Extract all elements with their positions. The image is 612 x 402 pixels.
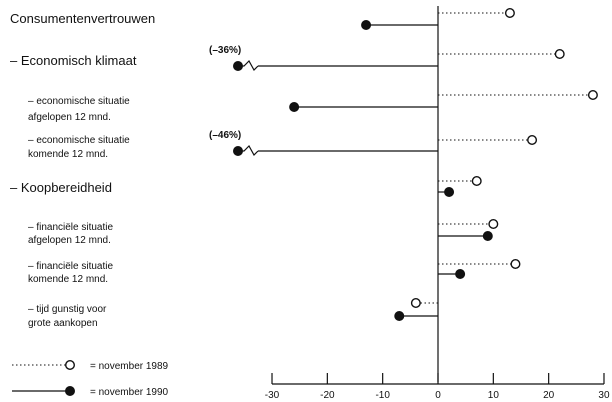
axis-break-label: (–46%)	[209, 130, 241, 141]
series-1990-point	[444, 187, 455, 197]
series-1990-point	[233, 61, 243, 71]
series-1989-point	[510, 259, 521, 270]
category-label: Consumentenvertrouwen	[10, 11, 155, 26]
series-1989-point	[527, 134, 538, 145]
category-label: grote aankopen	[28, 318, 98, 329]
category-label: – financiële situatie	[28, 261, 113, 272]
category-label: – financiële situatie	[28, 222, 113, 233]
series-1989-point	[410, 298, 421, 309]
series-1989-point	[504, 7, 515, 19]
x-tick-label: 20	[543, 390, 555, 401]
category-label: komende 12 mnd.	[28, 149, 108, 160]
series-1990-point	[482, 231, 493, 241]
series-1990-point	[233, 146, 243, 156]
legend-1990-marker	[65, 386, 75, 396]
legend-1989-marker	[64, 360, 75, 371]
x-tick-label: 30	[598, 390, 610, 401]
legend-1990-label: = november 1990	[90, 387, 169, 398]
category-label: – Economisch klimaat	[10, 53, 137, 68]
series-1990-point	[361, 20, 372, 30]
x-tick-label: -30	[265, 390, 280, 401]
category-label: – tijd gunstig voor	[28, 304, 107, 315]
x-tick-label: -20	[320, 390, 335, 401]
category-label: – economische situatie	[28, 96, 130, 107]
axis-break-label: (–36%)	[209, 45, 241, 56]
series-1990-point	[455, 269, 466, 279]
category-label: komende 12 mnd.	[28, 274, 108, 285]
series-1989-point	[471, 175, 482, 186]
category-label: – economische situatie	[28, 135, 130, 146]
x-tick-label: 0	[435, 390, 441, 401]
category-label: afgelopen 12 mnd.	[28, 235, 111, 246]
series-1990-point	[394, 311, 405, 321]
x-tick-label: 10	[488, 390, 500, 401]
series-1989-point	[554, 49, 565, 60]
series-1989-point	[488, 218, 499, 229]
series-1989-point	[587, 89, 598, 100]
x-tick-label: -10	[375, 390, 390, 401]
category-label: – Koopbereidheid	[10, 180, 112, 195]
legend-1989-label: = november 1989	[90, 361, 169, 372]
category-label: afgelopen 12 mnd.	[28, 112, 111, 123]
series-1990-point	[289, 102, 300, 112]
